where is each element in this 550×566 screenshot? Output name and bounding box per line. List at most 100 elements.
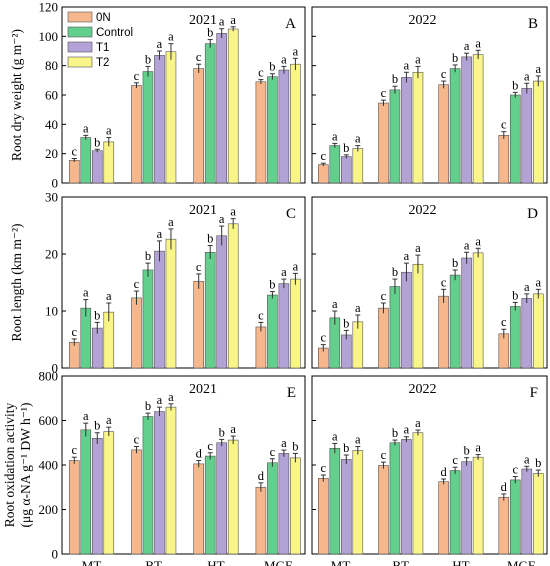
- significance-letter: b: [145, 52, 151, 66]
- significance-letter: a: [464, 39, 470, 53]
- significance-letter: a: [281, 265, 287, 279]
- bar: [389, 89, 401, 184]
- bar: [532, 473, 544, 555]
- significance-letter: a: [536, 275, 542, 289]
- bar: [461, 257, 472, 369]
- bar: [449, 274, 461, 369]
- significance-letter: a: [404, 423, 410, 437]
- bar: [255, 326, 267, 369]
- bar: [142, 71, 154, 184]
- bar: [80, 137, 92, 184]
- significance-letter: a: [293, 259, 299, 273]
- bar: [154, 411, 165, 555]
- significance-letter: c: [71, 145, 77, 159]
- significance-letter: a: [524, 69, 530, 83]
- significance-letter: a: [524, 452, 530, 466]
- significance-letter: c: [321, 331, 327, 345]
- significance-letter: a: [536, 62, 542, 76]
- bar: [165, 238, 177, 369]
- significance-letter: c: [207, 439, 213, 453]
- bar: [193, 463, 204, 555]
- legend-swatch: [67, 11, 93, 23]
- significance-letter: a: [230, 205, 236, 219]
- bar: [278, 283, 290, 369]
- significance-letter: b: [94, 419, 100, 433]
- significance-letter: a: [219, 212, 225, 226]
- significance-letter: d: [440, 465, 447, 479]
- significance-letter: c: [501, 118, 507, 132]
- bar: [142, 416, 154, 555]
- x-tick-label: MT: [82, 558, 102, 566]
- bar: [449, 68, 461, 184]
- significance-letter: a: [355, 132, 361, 146]
- axes-frame: [311, 196, 548, 369]
- significance-letter: a: [475, 234, 481, 248]
- significance-letter: a: [355, 301, 361, 315]
- significance-letter: c: [441, 275, 447, 289]
- bar: [227, 439, 239, 555]
- bar: [341, 459, 352, 555]
- bar: [80, 429, 92, 555]
- x-tick-label: BT: [145, 558, 162, 566]
- significance-letter: c: [196, 260, 202, 274]
- x-tick-label: MGF: [507, 558, 535, 566]
- bar: [412, 71, 424, 184]
- significance-letter: b: [269, 60, 275, 74]
- panel-letter: A: [285, 16, 296, 32]
- y-axis-label: Root length (km m⁻²): [9, 223, 24, 341]
- bar: [91, 327, 103, 369]
- bar: [255, 486, 267, 555]
- significance-letter: a: [332, 129, 338, 143]
- significance-letter: a: [168, 30, 174, 44]
- bar: [204, 251, 216, 369]
- bar: [255, 81, 267, 184]
- bar: [521, 88, 533, 184]
- significance-letter: b: [145, 249, 151, 263]
- significance-letter: b: [452, 256, 458, 270]
- bar: [438, 295, 449, 369]
- bar: [438, 481, 449, 555]
- significance-letter: c: [134, 69, 140, 83]
- significance-letter: a: [219, 15, 225, 29]
- panel-year: 2021: [189, 382, 217, 397]
- significance-letter: a: [415, 241, 421, 255]
- bar: [290, 63, 301, 184]
- significance-letter: a: [83, 121, 89, 135]
- significance-letter: a: [83, 409, 89, 423]
- y-tick-label: 600: [39, 413, 59, 428]
- significance-letter: a: [281, 436, 287, 450]
- significance-letter: a: [355, 433, 361, 447]
- significance-letter: a: [230, 422, 236, 436]
- significance-letter: a: [157, 37, 163, 51]
- significance-letter: c: [321, 461, 327, 475]
- y-axis-label-line2: (μg α-NA g⁻¹ DW h⁻¹): [18, 403, 33, 528]
- significance-letter: c: [71, 325, 77, 339]
- bar: [401, 439, 412, 555]
- significance-letter: c: [381, 289, 387, 303]
- panel-letter: F: [530, 385, 538, 401]
- significance-letter: a: [332, 429, 338, 443]
- y-tick-label: 200: [39, 502, 59, 517]
- significance-letter: b: [343, 441, 349, 455]
- y-tick-label: 20: [45, 247, 58, 262]
- legend-swatch: [67, 56, 93, 68]
- bar: [91, 437, 103, 555]
- bar: [142, 269, 154, 369]
- bar: [509, 479, 521, 555]
- bar: [204, 43, 216, 184]
- y-tick-label: 10: [45, 304, 58, 319]
- bar: [509, 306, 521, 369]
- bar: [498, 333, 510, 369]
- bar: [318, 478, 329, 555]
- y-tick-label: 20: [45, 146, 58, 161]
- significance-letter: a: [157, 227, 163, 241]
- bar: [389, 442, 401, 555]
- bar: [165, 406, 177, 555]
- bar: [68, 342, 80, 369]
- y-tick-label: 0: [52, 176, 59, 191]
- axes-frame: [61, 196, 306, 369]
- y-tick-label: 100: [39, 29, 59, 44]
- bar: [472, 54, 484, 184]
